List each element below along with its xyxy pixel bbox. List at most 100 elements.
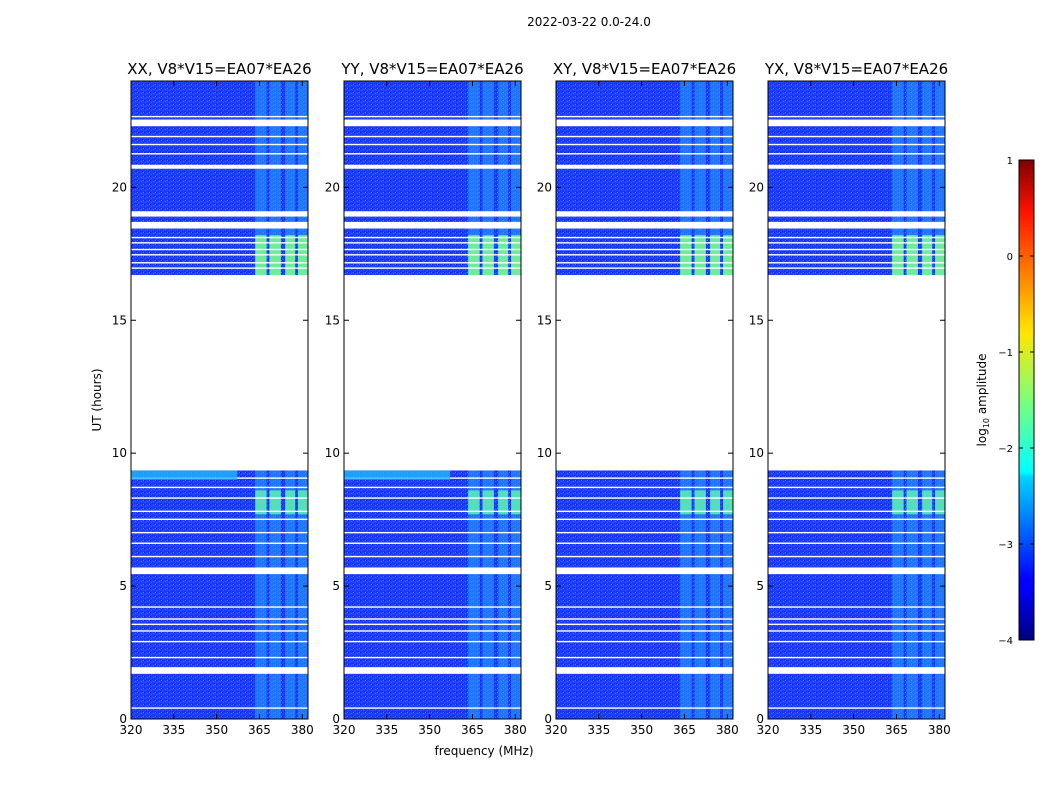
x-tick-label: 380	[716, 723, 739, 737]
x-tick-label: 335	[375, 723, 398, 737]
rfi-strong-block	[723, 490, 733, 515]
flag-line	[556, 242, 733, 244]
flag-line	[131, 531, 308, 534]
y-tick-label: 5	[544, 579, 552, 593]
flag-line	[131, 153, 308, 155]
flag-line	[131, 510, 308, 513]
flag-line	[556, 477, 733, 479]
y-tick-label: 20	[537, 180, 552, 194]
colorbar-tick-label: 0	[1007, 252, 1013, 263]
no-data-band	[344, 221, 521, 229]
flag-line	[131, 486, 308, 489]
flag-line	[131, 707, 308, 709]
flag-line	[768, 115, 945, 118]
y-tick-label: 20	[112, 180, 127, 194]
y-tick-label: 10	[749, 446, 764, 460]
flag-line	[131, 262, 308, 264]
y-axis-label: UT (hours)	[90, 368, 104, 431]
flag-line	[768, 555, 945, 558]
y-tick-label: 10	[537, 446, 552, 460]
colorbar-tick-label: −1	[998, 348, 1013, 359]
no-data-band	[556, 211, 733, 217]
panel-title: XX, V8*V15=EA07*EA26	[127, 60, 311, 78]
rfi-strong-block	[680, 490, 692, 515]
low-freq-excess	[131, 470, 238, 480]
x-tick-label: 320	[545, 723, 568, 737]
flag-line	[344, 143, 521, 146]
no-data-band	[131, 221, 308, 229]
rfi-strong-block	[269, 490, 281, 515]
flag-line	[556, 115, 733, 118]
panel-title: XY, V8*V15=EA07*EA26	[553, 60, 736, 78]
flag-line	[556, 656, 733, 659]
flag-line	[344, 248, 521, 251]
flag-line	[768, 254, 945, 256]
y-tick-label: 15	[537, 313, 552, 327]
flag-line	[768, 135, 945, 138]
flag-line	[344, 254, 521, 256]
x-tick-label: 365	[885, 723, 908, 737]
no-data-band	[344, 667, 521, 674]
panel-3: XY, V8*V15=EA07*EA26 320 335 350 365 380 0 5 10 1…	[537, 60, 739, 737]
panel-frame	[555, 80, 734, 720]
colorbar-tick-label: −4	[998, 636, 1013, 647]
flag-line	[768, 707, 945, 709]
rfi-strong-block	[694, 490, 706, 515]
no-data-band	[556, 567, 733, 575]
panel-4: YX, V8*V15=EA07*EA26 320 335 350 365 380 0 5 10 1…	[749, 60, 951, 737]
x-tick-label: 350	[630, 723, 653, 737]
flag-line	[344, 623, 521, 626]
y-tick-label: 15	[112, 313, 127, 327]
x-tick-label: 380	[928, 723, 951, 737]
rfi-strong-block	[511, 490, 521, 515]
flag-line	[556, 153, 733, 155]
flag-line	[768, 267, 945, 269]
flag-line	[344, 115, 521, 118]
y-tick-label: 10	[325, 446, 340, 460]
colorbar-label: log10 amplitude	[975, 354, 991, 447]
rfi-strong-block	[906, 490, 918, 515]
x-tick-label: 350	[418, 723, 441, 737]
flag-line	[131, 542, 308, 544]
x-tick-label: 350	[205, 723, 228, 737]
y-tick-label: 20	[749, 180, 764, 194]
flag-line	[768, 640, 945, 643]
y-tick-label: 0	[332, 712, 340, 726]
panel-frame	[767, 80, 946, 720]
flag-line	[556, 486, 733, 489]
figure-suptitle: 2022-03-22 0.0-24.0	[527, 15, 651, 29]
flag-line	[344, 531, 521, 534]
no-data-band	[344, 119, 521, 127]
flag-line	[131, 143, 308, 146]
flag-line	[768, 531, 945, 534]
flag-line	[768, 618, 945, 620]
colorbar-gradient	[1018, 159, 1035, 641]
flag-line	[768, 236, 945, 239]
no-data-band	[344, 567, 521, 575]
y-tick-label: 15	[325, 313, 340, 327]
no-data-band	[131, 164, 308, 169]
flag-line	[344, 262, 521, 264]
flag-line	[344, 707, 521, 709]
flag-line	[556, 542, 733, 544]
flag-line	[556, 623, 733, 626]
no-data-band	[768, 221, 945, 229]
flag-line	[556, 135, 733, 138]
panel-title: YY, V8*V15=EA07*EA26	[340, 60, 523, 78]
flag-line	[344, 542, 521, 544]
no-data-band	[131, 211, 308, 217]
flag-line	[768, 143, 945, 146]
colorbar-tick-label: −3	[998, 540, 1013, 551]
no-data-band	[556, 667, 733, 674]
panel-frame	[130, 80, 309, 720]
no-data-band	[131, 119, 308, 127]
flag-line	[131, 135, 308, 138]
rfi-strong-block	[482, 490, 494, 515]
flag-line	[768, 518, 945, 521]
no-data-band	[556, 119, 733, 127]
panel-title: YX, V8*V15=EA07*EA26	[764, 60, 948, 78]
flag-line	[344, 555, 521, 558]
no-data-band	[768, 164, 945, 169]
rfi-strong-block	[298, 490, 308, 515]
colorbar: log10 amplitude −4 −3 −2 −1 0 1	[975, 156, 1035, 647]
